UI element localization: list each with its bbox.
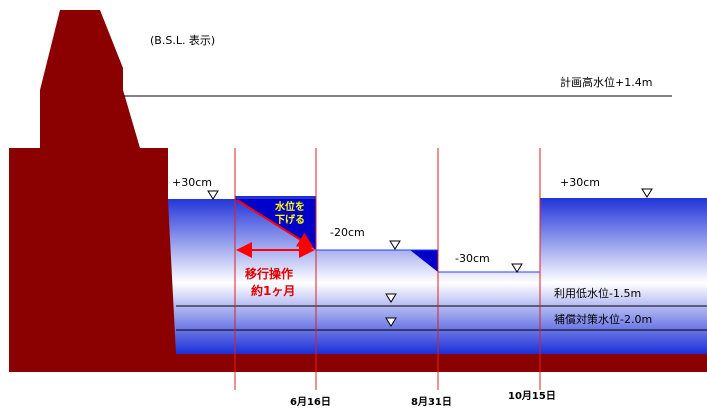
stage-mid-label: -20cm [330, 226, 365, 239]
utilization-low-label: 利用低水位-1.5m [554, 286, 641, 300]
date-lines [234, 148, 541, 390]
flood-plan-label: 計画高水位+1.4m [560, 75, 652, 89]
lower-box-line2: 下げる [275, 213, 305, 226]
lowering-arrow [236, 199, 314, 249]
bsl-note: (B.S.L. 表示) [150, 33, 215, 47]
stage-low-label: -30cm [455, 252, 490, 265]
date-label-3: 10月15日 [508, 390, 556, 402]
compensation-label: 補償対策水位-2.0m [554, 312, 652, 326]
lowered-water-wedge-2 [410, 250, 438, 272]
dam-structure [9, 10, 707, 372]
date-label-2: 8月31日 [411, 396, 452, 408]
date-label-1: 6月16日 [290, 396, 331, 408]
transition-line2: 約1ヶ月 [251, 283, 295, 298]
stage-end-label: +30cm [560, 176, 600, 189]
transition-line1: 移行操作 [245, 266, 293, 281]
lower-box-line1: 水位を [274, 200, 305, 213]
stage-start-label: +30cm [172, 176, 212, 189]
level-markers [207, 188, 653, 327]
